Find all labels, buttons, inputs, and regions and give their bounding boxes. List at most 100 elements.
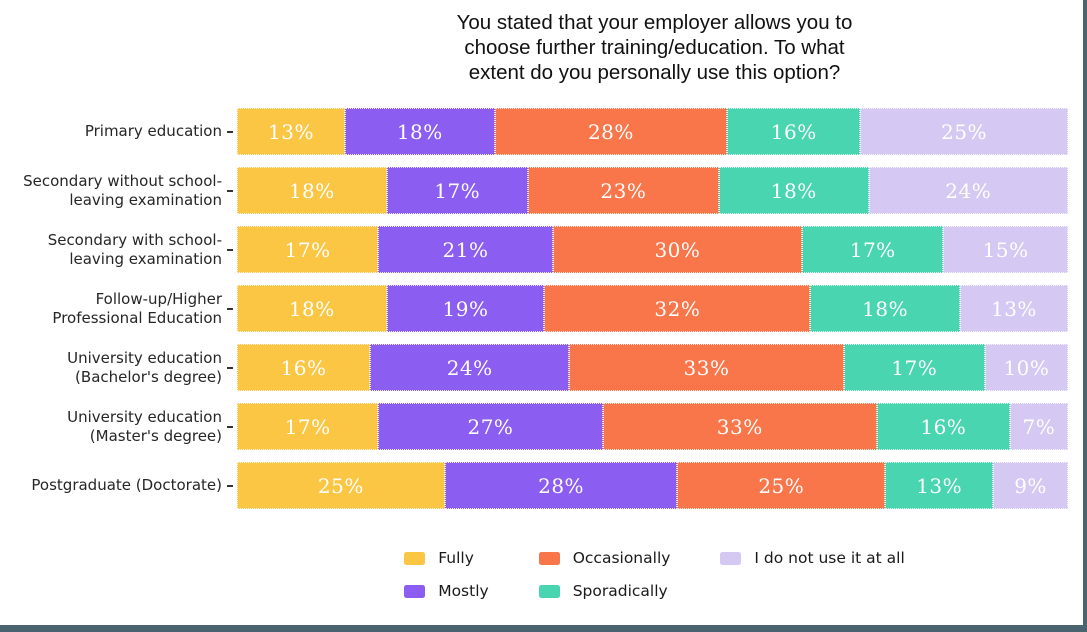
bar-segment-mostly: 17%	[386, 167, 528, 214]
segment-value-label: 30%	[654, 237, 701, 262]
bar-segment-sporadically: 16%	[727, 108, 861, 155]
segment-value-label: 15%	[982, 237, 1029, 262]
category-label: Secondary without school- leaving examin…	[23, 171, 222, 209]
legend-swatch-i-do-not-use-it-at-all	[720, 551, 742, 565]
segment-value-label: 18%	[862, 296, 909, 321]
chart-title: You stated that your employer allows you…	[456, 11, 853, 84]
legend-item-sporadically: Sporadically	[538, 582, 671, 600]
category-label: Follow-up/Higher Professional Education	[52, 289, 222, 327]
segment-value-label: 17%	[434, 178, 481, 203]
chart-row: Secondary without school- leaving examin…	[0, 167, 1068, 214]
segment-value-label: 28%	[587, 119, 634, 144]
segment-value-label: 33%	[683, 355, 730, 380]
axis-tick	[222, 307, 237, 310]
bar-segment-fully: 17%	[237, 403, 379, 450]
bar-segment-occasionally: 33%	[602, 403, 877, 450]
segment-value-label: 24%	[945, 178, 992, 203]
bar-segment-fully: 25%	[237, 462, 445, 509]
bar-segment-mostly: 18%	[345, 108, 495, 155]
segment-value-label: 10%	[1003, 355, 1050, 380]
axis-tick	[222, 366, 237, 369]
segment-value-label: 18%	[396, 119, 443, 144]
bar-segment-i-do-not-use-it-at-all: 13%	[959, 285, 1068, 332]
legend: Fully Occasionally I do not use it at all M…	[237, 549, 1072, 600]
bar-segment-mostly: 21%	[378, 226, 553, 273]
bar-segment-occasionally: 28%	[494, 108, 728, 155]
bar-segment-fully: 17%	[237, 226, 379, 273]
segment-value-label: 24%	[446, 355, 493, 380]
legend-swatch-sporadically	[538, 584, 560, 598]
segment-value-label: 17%	[891, 355, 938, 380]
category-label: Postgraduate (Doctorate)	[31, 476, 222, 495]
segment-value-label: 27%	[467, 414, 514, 439]
bar-segment-i-do-not-use-it-at-all: 25%	[860, 108, 1068, 155]
segment-value-label: 25%	[941, 119, 988, 144]
legend-label: Occasionally	[572, 549, 671, 567]
segment-value-label: 17%	[849, 237, 896, 262]
segment-value-label: 18%	[288, 178, 335, 203]
axis-tick	[222, 248, 237, 251]
category-label: University education (Bachelor's degree)	[67, 348, 222, 386]
bar-segment-sporadically: 13%	[885, 462, 994, 509]
segment-value-label: 18%	[770, 178, 817, 203]
stacked-bar: 17% 27% 33% 16% 7%	[237, 403, 1068, 450]
segment-value-label: 13%	[990, 296, 1037, 321]
bar-segment-sporadically: 16%	[876, 403, 1010, 450]
chart-row: Postgraduate (Doctorate) 25% 28% 25% 13% 9%	[0, 462, 1068, 509]
legend-label: Fully	[438, 549, 474, 567]
segment-value-label: 25%	[317, 473, 364, 498]
segment-value-label: 23%	[600, 178, 647, 203]
chart-row: Primary education 13% 18% 28% 16% 25%	[0, 108, 1068, 155]
stacked-bar: 16% 24% 33% 17% 10%	[237, 344, 1068, 391]
bar-segment-fully: 16%	[237, 344, 370, 391]
legend-item-fully: Fully	[404, 549, 489, 567]
axis-tick	[222, 484, 237, 487]
category-label: University education (Master's degree)	[67, 407, 222, 445]
bar-segment-fully: 13%	[237, 108, 346, 155]
bar-segment-occasionally: 23%	[527, 167, 719, 214]
legend-grid: Fully Occasionally I do not use it at all M…	[404, 549, 905, 600]
chart-row: University education (Bachelor's degree)…	[0, 344, 1068, 391]
axis-tick	[222, 189, 237, 192]
chart-row: Follow-up/Higher Professional Education 1…	[0, 285, 1068, 332]
stacked-bar: 18% 17% 23% 18% 24%	[237, 167, 1068, 214]
segment-value-label: 16%	[920, 414, 967, 439]
chart-row: Secondary with school- leaving examinati…	[0, 226, 1068, 273]
segment-value-label: 9%	[1014, 473, 1047, 498]
bar-segment-mostly: 27%	[378, 403, 603, 450]
legend-swatch-mostly	[404, 584, 426, 598]
legend-label: Mostly	[438, 582, 489, 600]
segment-value-label: 13%	[268, 119, 314, 144]
bar-segment-mostly: 19%	[386, 285, 545, 332]
stacked-bar: 13% 18% 28% 16% 25%	[237, 108, 1068, 155]
segment-value-label: 28%	[538, 473, 585, 498]
bar-segment-i-do-not-use-it-at-all: 15%	[943, 226, 1068, 273]
legend-item-i-do-not-use-it-at-all: I do not use it at all	[720, 549, 905, 567]
segment-value-label: 16%	[280, 355, 327, 380]
segment-value-label: 33%	[716, 414, 763, 439]
bar-segment-fully: 18%	[237, 167, 387, 214]
bar-segment-fully: 18%	[237, 285, 387, 332]
segment-value-label: 7%	[1022, 414, 1056, 439]
segment-value-label: 19%	[442, 296, 489, 321]
segment-value-label: 17%	[284, 414, 331, 439]
bar-segment-sporadically: 17%	[802, 226, 944, 273]
category-label: Primary education	[84, 122, 222, 141]
bar-segment-i-do-not-use-it-at-all: 24%	[868, 167, 1068, 214]
axis-tick	[222, 130, 237, 133]
bar-segment-mostly: 28%	[444, 462, 678, 509]
bar-segment-sporadically: 18%	[810, 285, 960, 332]
segment-value-label: 32%	[654, 296, 701, 321]
plot-area: Primary education 13% 18% 28% 16% 25% Secondar…	[0, 108, 1068, 521]
bar-segment-sporadically: 18%	[718, 167, 869, 214]
bar-segment-occasionally: 30%	[552, 226, 803, 273]
segment-value-label: 16%	[770, 119, 817, 144]
bar-segment-i-do-not-use-it-at-all: 9%	[993, 462, 1068, 509]
bar-segment-i-do-not-use-it-at-all: 7%	[1009, 403, 1068, 450]
bar-segment-sporadically: 17%	[843, 344, 985, 391]
legend-item-mostly: Mostly	[404, 582, 489, 600]
chart-row: University education (Master's degree) 17…	[0, 403, 1068, 450]
category-label: Secondary with school- leaving examinati…	[47, 230, 222, 268]
segment-value-label: 17%	[284, 237, 331, 262]
